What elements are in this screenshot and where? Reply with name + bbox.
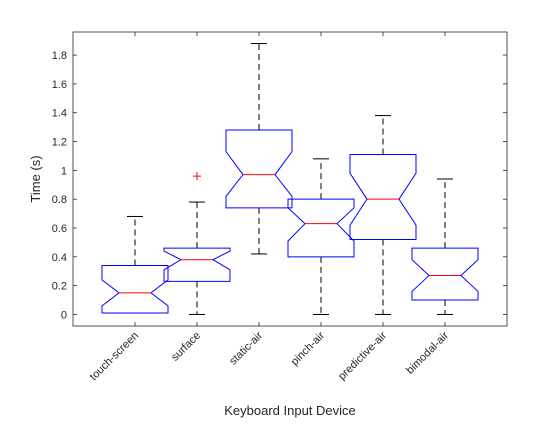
y-tick-label: 1.8: [52, 50, 67, 62]
x-tick-label: bimodal-air: [404, 329, 451, 376]
box-group-surface: [163, 172, 231, 315]
x-axis-label: Keyboard Input Device: [224, 403, 356, 418]
y-tick-label: 0.8: [52, 194, 67, 206]
y-tick-label: 0.2: [52, 281, 67, 293]
x-tick-label: static-air: [227, 329, 265, 367]
notched-box: [163, 247, 231, 282]
box-group-bimodal-air: [411, 178, 479, 315]
notched-box: [411, 247, 479, 301]
boxes-layer: [101, 43, 479, 315]
x-tick-label: surface: [169, 330, 203, 364]
y-tick-label: 1.6: [52, 79, 67, 91]
notched-box: [101, 264, 169, 314]
x-tick-label: touch-screen: [88, 330, 141, 383]
plot-area: [73, 32, 507, 326]
box-group-pinch-air: [287, 158, 355, 315]
y-tick-label: 1.2: [52, 137, 67, 149]
y-tick-label: 0: [61, 309, 67, 321]
outlier-marker: [193, 172, 201, 181]
axes-layer: [72, 31, 508, 327]
y-ticks-layer: 0 0.2 0.4 0.6 0.8 1 1.2 1.4 1.6 1.8: [52, 50, 507, 321]
x-tick-label: predictive-air: [336, 329, 389, 382]
notched-box: [225, 129, 293, 209]
axes-frame: [72, 31, 508, 327]
y-tick-label: 0.4: [52, 252, 67, 264]
box-group-predictive-air: [349, 115, 417, 315]
box-group-touch-screen: [101, 215, 169, 314]
notched-box: [349, 154, 417, 241]
y-tick-label: 1: [61, 165, 67, 177]
x-tick-label: pinch-air: [289, 329, 328, 368]
y-tick-label: 0.6: [52, 223, 67, 235]
box-group-static-air: [225, 43, 293, 255]
y-tick-label: 1.4: [52, 108, 67, 120]
notched-box: [287, 198, 355, 258]
y-axis-label: Time (s): [28, 155, 43, 202]
